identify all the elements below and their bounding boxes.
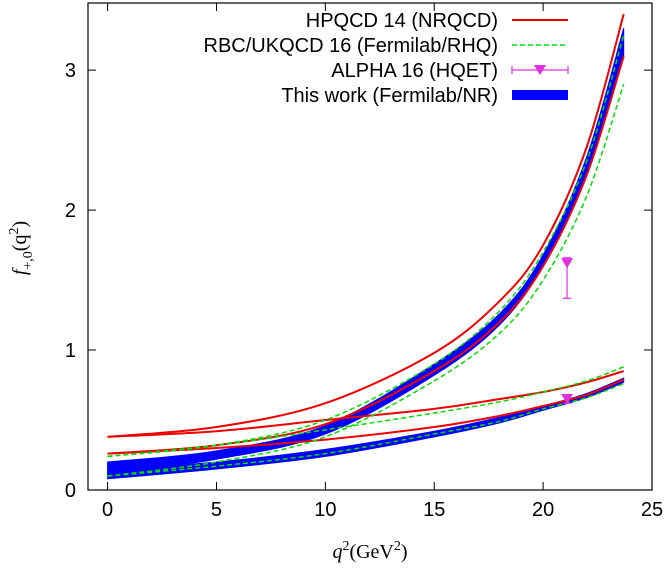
y-tick-label: 1 <box>65 340 76 362</box>
legend-label: This work (Fermilab/NR) <box>281 85 498 107</box>
point <box>561 258 574 269</box>
legend-label: HPQCD 14 (NRQCD) <box>306 10 498 32</box>
x-axis-label: q2(GeV2) <box>332 539 407 563</box>
y-tick-label: 0 <box>65 480 76 502</box>
plot-frame <box>87 2 653 491</box>
curve <box>107 382 624 477</box>
x-tick-label: 5 <box>211 499 222 521</box>
legend-label: RBC/UKQCD 16 (Fermilab/RHQ) <box>204 35 498 57</box>
band <box>107 377 625 480</box>
curve <box>107 83 625 477</box>
legend-swatch <box>534 65 546 75</box>
curve <box>107 366 624 458</box>
x-tick-label: 10 <box>314 499 336 521</box>
point <box>561 394 574 405</box>
y-tick-label: 3 <box>65 60 76 82</box>
y-tick-label: 2 <box>65 200 76 222</box>
curve <box>107 34 625 458</box>
curve <box>107 378 625 455</box>
curve <box>107 13 625 438</box>
x-tick-label: 20 <box>532 499 554 521</box>
curve <box>107 370 624 438</box>
x-tick-label: 0 <box>102 499 113 521</box>
curve <box>107 55 625 455</box>
x-tick-label: 25 <box>641 499 663 521</box>
x-tick-label: 15 <box>423 499 445 521</box>
legend-label: ALPHA 16 (HQET) <box>331 60 498 82</box>
y-axis-label: f+,0(q2) <box>7 221 36 275</box>
legend-swatch <box>512 90 568 100</box>
plot-area <box>107 13 625 480</box>
